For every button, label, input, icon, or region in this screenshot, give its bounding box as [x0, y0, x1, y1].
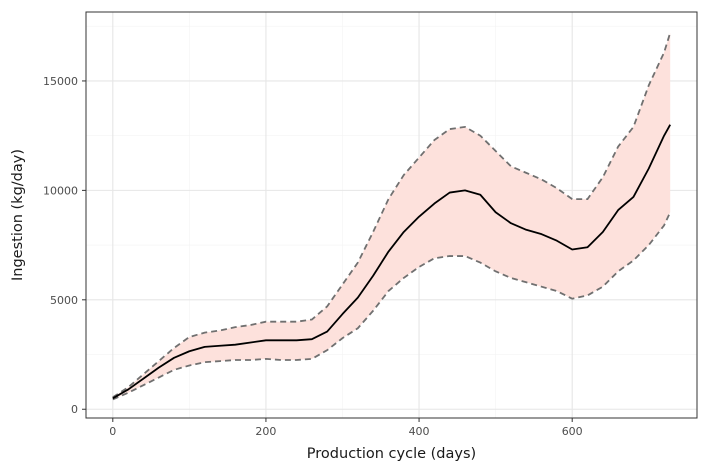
- confidence-band: [112, 32, 671, 400]
- plot-panel: [85, 11, 698, 419]
- y-axis: 0 5000 10000 15000: [43, 75, 86, 416]
- x-axis-title: Production cycle (days): [307, 446, 476, 462]
- x-tick-label: 400: [409, 425, 430, 438]
- x-tick-label: 0: [109, 425, 116, 438]
- y-tick-label: 10000: [43, 184, 78, 197]
- y-tick-label: 0: [71, 403, 78, 416]
- x-axis: 0 200 400 600: [109, 418, 583, 438]
- x-tick-label: 200: [255, 425, 276, 438]
- y-axis-title: Ingestion (kg/day): [10, 149, 26, 281]
- panel-border: [85, 11, 698, 419]
- lower-bound-line: [112, 211, 672, 401]
- upper-bound-line: [112, 32, 672, 398]
- mean-ingestion-line: [112, 124, 671, 400]
- x-tick-label: 600: [562, 425, 583, 438]
- y-tick-label: 5000: [50, 294, 78, 307]
- y-tick-label: 15000: [43, 75, 78, 88]
